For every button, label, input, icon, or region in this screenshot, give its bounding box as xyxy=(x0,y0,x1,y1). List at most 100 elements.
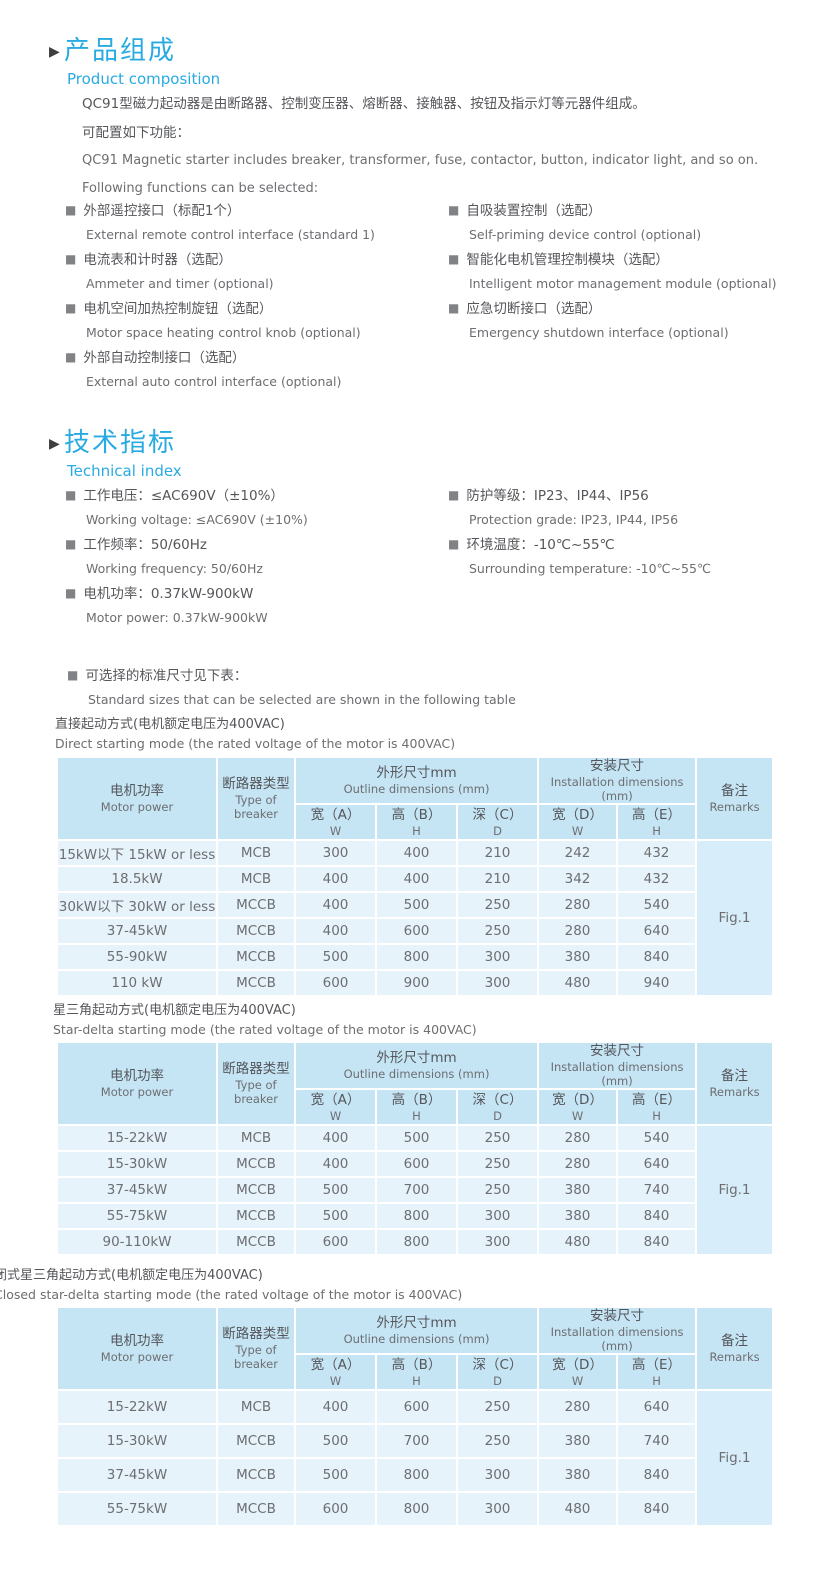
breaker-type-cell: MCCB xyxy=(216,1457,296,1493)
dimension-cell: 740 xyxy=(616,1176,698,1204)
header-install-dims: 安装尺寸 Installation dimensions (mm) xyxy=(537,1041,698,1090)
intro-line: QC91型磁力起动器是由断路器、控制变压器、熔断器、接触器、按钮及指示灯等元器件… xyxy=(82,96,646,112)
dimension-cell: 300 xyxy=(294,839,377,867)
spec-label-zh: 工作电压：≤AC690V（±10%） xyxy=(83,488,284,504)
motor-power-cell: 110 kW xyxy=(56,969,218,997)
breaker-type-cell: MCCB xyxy=(216,969,296,997)
dimension-cell: 700 xyxy=(375,1423,458,1459)
breaker-type-cell: MCCB xyxy=(216,1228,296,1256)
motor-power-cell: 30kW以下 30kW or less xyxy=(56,891,218,919)
section-arrow-icon: ▶ xyxy=(49,436,60,452)
table-row: 15kW以下 15kW or less MCB 300 400 210 242 432 Fig… xyxy=(56,839,775,997)
spec-item: ■ 电机功率：0.37kW-900kW Motor power: 0.37kW-9… xyxy=(65,586,450,626)
header-depth-c: 深（C） D xyxy=(455,1353,540,1391)
table-row: 110 kW MCCB 600 900 300 480 940 xyxy=(56,969,773,997)
dimension-cell: 400 xyxy=(375,839,458,867)
breaker-type-cell: MCCB xyxy=(216,1176,296,1204)
dimension-cell: 800 xyxy=(375,1491,458,1527)
feature-label-zh: 智能化电机管理控制模块（选配） xyxy=(466,252,669,268)
header-height-b: 高（B） H xyxy=(375,803,458,841)
header-breaker-type: 断路器类型 Type of breaker xyxy=(216,1041,296,1126)
intro-line: 可配置如下功能： xyxy=(82,124,190,141)
motor-power-cell: 55-75kW xyxy=(56,1491,218,1527)
spec-item: ■ 工作电压：≤AC690V（±10%） Working voltage: ≤AC… xyxy=(65,488,450,528)
spec-label-zh: 环境温度：-10℃~55℃ xyxy=(466,537,615,553)
header-height-b: 高（B） H xyxy=(375,1088,458,1126)
table-row: 55-75kW MCCB 600 800 300 480 840 xyxy=(56,1491,773,1527)
dimension-cell: 640 xyxy=(616,1389,698,1425)
table-header-row: 电机功率 Motor power 断路器类型 Type of breaker 外形尺… xyxy=(56,1041,775,1126)
motor-power-cell: 15-22kW xyxy=(56,1124,218,1152)
header-remarks: 备注 Remarks xyxy=(695,1041,775,1126)
dimension-cell: 250 xyxy=(455,1423,540,1459)
section-title-product: 产品组成 xyxy=(64,36,177,66)
dimension-cell: 640 xyxy=(616,917,698,945)
spec-label-en: Working voltage: ≤AC690V (±10%) xyxy=(86,512,308,527)
table-caption-star-delta: 星三角起动方式(电机额定电压为400VAC) Star-delta starti… xyxy=(53,1003,477,1038)
dimension-cell: 380 xyxy=(537,1423,619,1459)
dimension-cell: 432 xyxy=(616,865,698,893)
dimension-cell: 250 xyxy=(455,891,540,919)
dimension-cell: 342 xyxy=(537,865,619,893)
feature-label-en: Intelligent motor management module (opt… xyxy=(469,276,777,291)
remark-cell: Fig.1 xyxy=(695,839,775,997)
table-caption-closed-star-delta: 闭式星三角起动方式(电机额定电压为400VAC) Closed star-del… xyxy=(0,1268,462,1303)
dimension-cell: 400 xyxy=(375,865,458,893)
table-closed-star-delta-starting: 电机功率 Motor power 断路器类型 Type of breaker 外形尺… xyxy=(56,1306,775,1527)
breaker-type-cell: MCCB xyxy=(216,943,296,971)
dimension-cell: 500 xyxy=(294,1457,377,1493)
dimension-cell: 250 xyxy=(455,1150,540,1178)
dimension-cell: 400 xyxy=(294,1150,377,1178)
header-install-dims: 安装尺寸 Installation dimensions (mm) xyxy=(537,756,698,805)
spec-item: ■ 工作频率：50/60Hz Working frequency: 50/60Hz xyxy=(65,537,450,577)
table-subheader-row: 宽（A） W 高（B） H 深（C） D 宽（D） W 高（E） H xyxy=(57,1088,773,1126)
table-row: 18.5kW MCB 400 400 210 342 432 xyxy=(56,865,773,893)
spec-label-en: Motor power: 0.37kW-900kW xyxy=(86,610,268,625)
feature-label-zh: 自吸装置控制（选配） xyxy=(466,203,602,219)
table-star-delta-starting: 电机功率 Motor power 断路器类型 Type of breaker 外形尺… xyxy=(56,1041,775,1256)
dimension-cell: 280 xyxy=(537,917,619,945)
motor-power-cell: 55-75kW xyxy=(56,1202,218,1230)
bullet-square-icon: ■ xyxy=(448,252,460,266)
caption-zh: 直接起动方式(电机额定电压为400VAC) xyxy=(55,717,285,732)
dimension-cell: 500 xyxy=(294,1423,377,1459)
dimension-cell: 500 xyxy=(294,1202,377,1230)
feature-label-zh: 电流表和计时器（选配） xyxy=(83,252,232,268)
table-row: 90-110kW MCCB 600 800 300 480 840 xyxy=(56,1228,773,1256)
sizes-note: ■ 可选择的标准尺寸见下表： Standard sizes that can be… xyxy=(67,668,516,717)
header-height-e: 高（E） H xyxy=(616,1353,698,1391)
feature-label-zh: 外部遥控接口（标配1个） xyxy=(83,203,241,219)
dimension-cell: 400 xyxy=(294,865,377,893)
header-width-d: 宽（D） W xyxy=(537,1353,619,1391)
section-arrow-icon: ▶ xyxy=(49,44,60,60)
motor-power-cell: 37-45kW xyxy=(56,1457,218,1493)
header-outline-dims: 外形尺寸mm Outline dimensions (mm) xyxy=(293,1041,540,1090)
motor-power-cell: 55-90kW xyxy=(56,943,218,971)
bullet-square-icon: ■ xyxy=(65,586,77,600)
feature-label-en: Ammeter and timer (optional) xyxy=(86,276,274,291)
spec-label-zh: 电机功率：0.37kW-900kW xyxy=(83,586,254,602)
feature-item: ■ 智能化电机管理控制模块（选配） Intelligent motor manag… xyxy=(448,252,818,292)
remark-cell: Fig.1 xyxy=(695,1124,775,1256)
sizes-note-en: Standard sizes that can be selected are … xyxy=(88,692,516,707)
dimension-cell: 800 xyxy=(375,1228,458,1256)
dimension-cell: 280 xyxy=(537,1124,619,1152)
bullet-square-icon: ■ xyxy=(67,668,79,682)
header-remarks: 备注 Remarks xyxy=(695,756,775,841)
dimension-cell: 840 xyxy=(616,1491,698,1527)
feature-label-zh: 应急切断接口（选配） xyxy=(466,301,602,317)
feature-label-en: Self-priming device control (optional) xyxy=(469,227,702,242)
table-row: 37-45kW MCCB 500 700 250 380 740 xyxy=(56,1176,773,1204)
dimension-cell: 840 xyxy=(616,1457,698,1493)
table-row: 15-22kW MCB 400 500 250 280 540 Fig.1 xyxy=(56,1124,775,1256)
table-subheader-row: 宽（A） W 高（B） H 深（C） D 宽（D） W 高（E） H xyxy=(57,803,773,841)
bullet-square-icon: ■ xyxy=(448,488,460,502)
motor-power-cell: 90-110kW xyxy=(56,1228,218,1256)
feature-item: ■ 自吸装置控制（选配） Self-priming device control … xyxy=(448,203,818,243)
spec-label-en: Working frequency: 50/60Hz xyxy=(86,561,263,576)
breaker-type-cell: MCCB xyxy=(216,891,296,919)
dimension-cell: 500 xyxy=(375,891,458,919)
bullet-square-icon: ■ xyxy=(65,537,77,551)
header-width-a: 宽（A） W xyxy=(294,1353,377,1391)
